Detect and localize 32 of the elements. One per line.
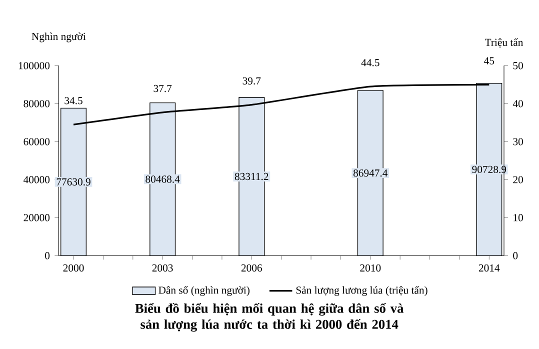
- data-label: 34.5: [64, 97, 82, 104]
- y2-tick-label: 30: [513, 138, 523, 146]
- y2-tick-label: 0: [513, 252, 518, 260]
- data-label: 86947.4: [353, 169, 388, 177]
- y2-tick-label: 20: [513, 176, 523, 184]
- data-label: 80468.4: [146, 176, 180, 183]
- y-tick-label: 0: [45, 252, 50, 260]
- data-label: 83311.2: [234, 172, 268, 180]
- y-tick-label: 100000: [18, 62, 50, 70]
- y-tick-label: 80000: [24, 100, 50, 108]
- y2-tick-label: 10: [514, 214, 523, 222]
- y-tick-label: 20000: [24, 214, 50, 222]
- y-tick-label: 60000: [24, 138, 50, 146]
- text: Biểu đồ biểu hiện mối quan hệ giữa dân số và sản lượng lúa nước ta thời kì 2000 đến 2014: [135, 303, 404, 332]
- x-tick-label: 2000: [63, 264, 84, 272]
- data-label: 77630.9: [56, 178, 90, 186]
- legend-label: Dân số (nghìn người): [158, 286, 250, 296]
- y2-axis-title: Triệu tấn: [484, 38, 524, 48]
- x-tick-label: 2014: [478, 264, 500, 272]
- y2-tick-label: 50: [513, 62, 523, 70]
- x-tick-label: 2003: [152, 264, 173, 272]
- x-tick-label: 2010: [360, 264, 381, 272]
- data-label: 44.5: [361, 59, 380, 66]
- data-label: 45: [484, 57, 494, 64]
- data-label: 39.7: [242, 77, 261, 85]
- x-tick-label: 2006: [241, 264, 262, 272]
- data-label: 90728.9: [472, 166, 506, 174]
- data-label: 37.7: [154, 84, 172, 92]
- legend-label: Sản lượng lương lúa (triệu tấn): [296, 286, 428, 296]
- y-tick-label: 40000: [24, 176, 50, 184]
- y2-tick-label: 40: [512, 100, 523, 108]
- y-axis-title: Nghìn người: [32, 32, 86, 42]
